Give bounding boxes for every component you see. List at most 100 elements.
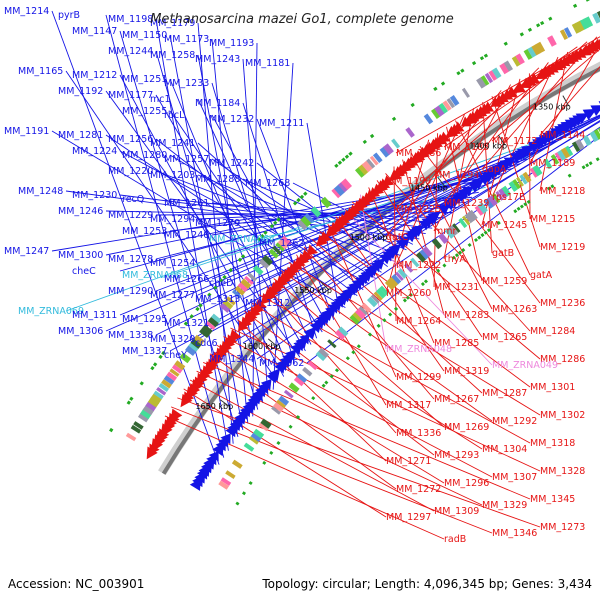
forward-gene-label[interactable]: MM_1224 <box>72 146 117 157</box>
forward-gene-label[interactable]: MM_1173 <box>164 34 209 45</box>
reverse-gene-label[interactable]: gatB <box>492 248 514 259</box>
reverse-gene-label[interactable]: MM_1219 <box>540 242 585 253</box>
reverse-gene-label[interactable]: dapA <box>482 164 507 175</box>
reverse-gene-label[interactable]: MM_1296 <box>444 478 489 489</box>
forward-gene-label[interactable]: cheC <box>72 266 96 277</box>
forward-gene-label[interactable]: MM_1248 <box>18 186 63 197</box>
forward-gene-label[interactable]: MM_1198 <box>108 14 153 25</box>
forward-gene-label[interactable]: MM_1147 <box>72 26 117 37</box>
reverse-gene-label[interactable]: MM_1199 <box>386 176 431 187</box>
reverse-gene-label[interactable]: MM_1272 <box>396 484 441 495</box>
reverse-gene-label[interactable]: MM_1302 <box>540 410 585 421</box>
forward-gene-label[interactable]: recQ <box>122 194 144 205</box>
forward-gene-label[interactable]: MM_1229 <box>108 210 153 221</box>
forward-gene-label[interactable]: MM_1268 <box>245 178 290 189</box>
reverse-gene-label[interactable]: MM_1267 <box>434 394 479 405</box>
reverse-gene-label[interactable]: rps17E <box>492 192 525 203</box>
forward-gene-label[interactable]: MM_1253 <box>122 226 167 237</box>
forward-gene-label[interactable]: MM_1246 <box>58 206 103 217</box>
forward-gene-label[interactable]: MM_1192 <box>58 86 103 97</box>
reverse-gene-label[interactable]: MM_1185 <box>444 142 489 153</box>
forward-gene-label[interactable]: MM_1279 <box>195 218 240 229</box>
reverse-gene-label[interactable]: MM_ZRNA049 <box>492 360 558 371</box>
forward-gene-label[interactable]: MM_1242 <box>209 158 254 169</box>
forward-gene-label[interactable]: MM_1212 <box>72 70 117 81</box>
forward-gene-label[interactable]: MM_1247 <box>4 246 49 257</box>
reverse-gene-label[interactable]: MM_1264 <box>396 316 441 327</box>
reverse-gene-label[interactable]: MM_1245 <box>482 220 527 231</box>
forward-gene-label[interactable]: MM_1338 <box>108 330 153 341</box>
reverse-gene-label[interactable]: gatC <box>386 232 409 243</box>
reverse-gene-label[interactable]: MM_1231 <box>434 282 479 293</box>
reverse-gene-label[interactable]: MM_1309 <box>434 506 479 517</box>
forward-gene-label[interactable]: MM_1232 <box>209 114 254 125</box>
forward-gene-label[interactable]: MM_1241 <box>150 138 195 149</box>
reverse-gene-label[interactable]: thyA <box>444 254 466 265</box>
forward-gene-label[interactable]: MM_1294 <box>150 214 195 225</box>
reverse-gene-label[interactable]: MM_1292 <box>492 416 537 427</box>
forward-gene-label[interactable]: MM_1211 <box>259 118 304 129</box>
reverse-gene-label[interactable]: MM_1172 <box>492 136 537 147</box>
reverse-gene-label[interactable]: MM_1239 <box>444 198 489 209</box>
forward-gene-label[interactable]: MM_1257 <box>164 154 209 165</box>
reverse-gene-label[interactable]: MM_1259 <box>482 276 527 287</box>
forward-gene-label[interactable]: MM_1306 <box>58 326 103 337</box>
forward-gene-label[interactable]: MM_1177 <box>108 90 153 101</box>
reverse-gene-label[interactable]: radB <box>444 534 466 545</box>
forward-gene-label[interactable]: MM_1278 <box>108 254 153 265</box>
reverse-gene-label[interactable]: MM_1144 <box>540 130 585 141</box>
forward-gene-label[interactable]: MM_1281 <box>58 130 103 141</box>
reverse-gene-label[interactable]: MM_1317 <box>386 400 431 411</box>
reverse-gene-label[interactable]: MM_1293 <box>434 450 479 461</box>
forward-gene-label[interactable]: MM_1165 <box>18 66 63 77</box>
reverse-gene-label[interactable]: MM_1299 <box>396 372 441 383</box>
forward-gene-label[interactable]: MM_1311 <box>72 310 117 321</box>
forward-gene-label[interactable]: MM_1290 <box>108 286 153 297</box>
forward-gene-label[interactable]: MM_1220 <box>108 166 153 177</box>
forward-gene-label[interactable]: MM_1344 <box>209 354 254 365</box>
forward-gene-label[interactable]: MM_1313 <box>195 294 240 305</box>
reverse-gene-label[interactable]: MM_1336 <box>396 428 441 439</box>
forward-gene-label[interactable]: MM_1288 <box>195 174 240 185</box>
forward-gene-label[interactable]: MM_1184 <box>195 98 240 109</box>
forward-gene-label[interactable]: MM_1255 <box>122 106 167 117</box>
reverse-gene-label[interactable]: MM_1329 <box>482 500 527 511</box>
reverse-gene-label[interactable]: MM_1284 <box>530 326 575 337</box>
forward-gene-label[interactable]: MM_1191 <box>4 126 49 137</box>
forward-gene-label[interactable]: cheD <box>209 278 233 289</box>
reverse-gene-label[interactable]: MM_1283 <box>444 310 489 321</box>
reverse-gene-label[interactable]: MM_1218 <box>540 186 585 197</box>
reverse-gene-label[interactable]: MM_1297 <box>386 512 431 523</box>
forward-gene-label[interactable]: MM_1320 <box>150 334 195 345</box>
reverse-gene-label[interactable]: MM_1186 <box>396 148 441 159</box>
reverse-gene-label[interactable]: MM_1304 <box>482 444 527 455</box>
forward-gene-label[interactable]: cdc6 <box>195 338 218 349</box>
forward-gene-label[interactable]: MM_1337 <box>122 346 167 357</box>
reverse-gene-label[interactable]: MM_1225 <box>396 204 441 215</box>
forward-gene-label[interactable]: MM_1181 <box>245 58 290 69</box>
forward-gene-label[interactable]: MM_1262 <box>259 238 304 249</box>
forward-gene-label[interactable]: mc1 <box>150 94 171 105</box>
forward-gene-label[interactable]: MM_1251 <box>122 74 167 85</box>
reverse-gene-label[interactable]: MM_1263 <box>492 304 537 315</box>
reverse-gene-label[interactable]: MM_1265 <box>482 332 527 343</box>
reverse-gene-label[interactable]: MM_1236 <box>540 298 585 309</box>
reverse-gene-label[interactable]: MM_1319 <box>444 366 489 377</box>
reverse-gene-label[interactable]: MM_1346 <box>492 528 537 539</box>
forward-gene-label[interactable]: MM_1261 <box>164 198 209 209</box>
forward-gene-label[interactable]: cheY <box>164 350 187 361</box>
reverse-gene-label[interactable]: MM_1318 <box>530 438 575 449</box>
forward-gene-label[interactable]: MM_1300 <box>58 250 103 261</box>
reverse-gene-label[interactable]: MM_1328 <box>540 466 585 477</box>
reverse-gene-label[interactable]: MM_1194 <box>434 170 479 181</box>
forward-gene-label[interactable]: MM_1193 <box>209 38 254 49</box>
reverse-gene-label[interactable]: mmr <box>434 226 457 237</box>
forward-gene-label[interactable]: MM_1266 <box>164 274 209 285</box>
reverse-gene-label[interactable]: MM_1215 <box>530 214 575 225</box>
forward-gene-label[interactable]: MM_1258 <box>150 50 195 61</box>
forward-gene-label[interactable]: MM_1244 <box>108 46 153 57</box>
forward-gene-label[interactable]: MM_ZRNA068 <box>122 270 188 281</box>
reverse-gene-label[interactable]: MM_1285 <box>434 338 479 349</box>
forward-gene-label[interactable]: MM_ZRNA064 <box>209 234 275 245</box>
forward-gene-label[interactable]: MM_1203 <box>150 170 195 181</box>
